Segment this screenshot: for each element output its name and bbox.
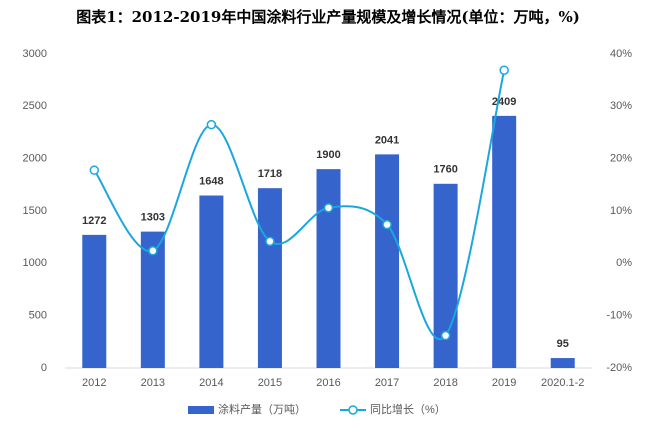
line-marker	[89, 165, 100, 175]
x-tick-label: 2018	[433, 377, 457, 389]
value-label: 95	[557, 338, 569, 350]
bar	[316, 169, 341, 368]
x-tick-label: 2015	[258, 377, 282, 389]
y2-tick-label: -20%	[606, 362, 632, 374]
bar	[375, 154, 400, 368]
x-tick-label: 2014	[199, 377, 223, 389]
y2-tick-label: 20%	[610, 153, 632, 165]
line-marker	[440, 330, 451, 341]
bar	[433, 183, 458, 368]
line	[93, 70, 506, 340]
bar	[82, 234, 107, 368]
y-tick-label: 1500	[23, 205, 47, 217]
value-label: 1303	[141, 212, 165, 224]
value-label: 2041	[375, 134, 399, 146]
x-tick-label: 2013	[141, 377, 165, 389]
y-tick-label: 3000	[23, 48, 47, 60]
legend-swatch	[348, 405, 358, 415]
value-label: 1272	[82, 215, 106, 227]
x-tick-label: 2016	[316, 377, 340, 389]
y2-tick-label: 0%	[616, 257, 632, 269]
y-tick-label: 1000	[23, 257, 47, 269]
line-marker	[148, 246, 158, 256]
bar	[492, 115, 517, 368]
y2-tick-label: -10%	[606, 310, 632, 322]
bar	[199, 195, 224, 368]
x-tick-label: 2019	[492, 377, 516, 389]
legend-swatch	[188, 406, 214, 414]
y-tick-label: 500	[29, 310, 47, 322]
bar	[550, 358, 575, 368]
y-tick-label: 0	[41, 362, 47, 374]
chart-title: 图表1：2012-2019年中国涂料行业产量规模及增长情况(单位：万吨，%)	[76, 8, 580, 26]
x-tick-label: 2012	[82, 377, 106, 389]
y2-tick-label: 40%	[610, 48, 632, 60]
value-label: 2409	[492, 96, 516, 108]
bar	[257, 188, 282, 368]
y2-tick-label: 30%	[610, 100, 632, 112]
line-marker	[382, 219, 392, 230]
x-tick-label: 2017	[375, 377, 399, 389]
line-marker	[499, 65, 509, 75]
x-tick-label: 2020.1-2	[541, 377, 584, 389]
y-tick-label: 2500	[23, 100, 47, 112]
value-label: 1900	[316, 149, 340, 161]
value-label: 1760	[433, 164, 457, 176]
value-label: 1648	[199, 175, 223, 187]
legend-label: 同比增长（%）	[370, 402, 446, 416]
y-tick-label: 2000	[23, 153, 47, 165]
y2-tick-label: 10%	[610, 205, 632, 217]
legend-label: 涂料产量（万吨）	[218, 402, 306, 416]
line-marker	[323, 203, 334, 213]
line-marker	[206, 119, 217, 130]
line-marker	[265, 236, 275, 247]
value-label: 1718	[258, 168, 282, 180]
